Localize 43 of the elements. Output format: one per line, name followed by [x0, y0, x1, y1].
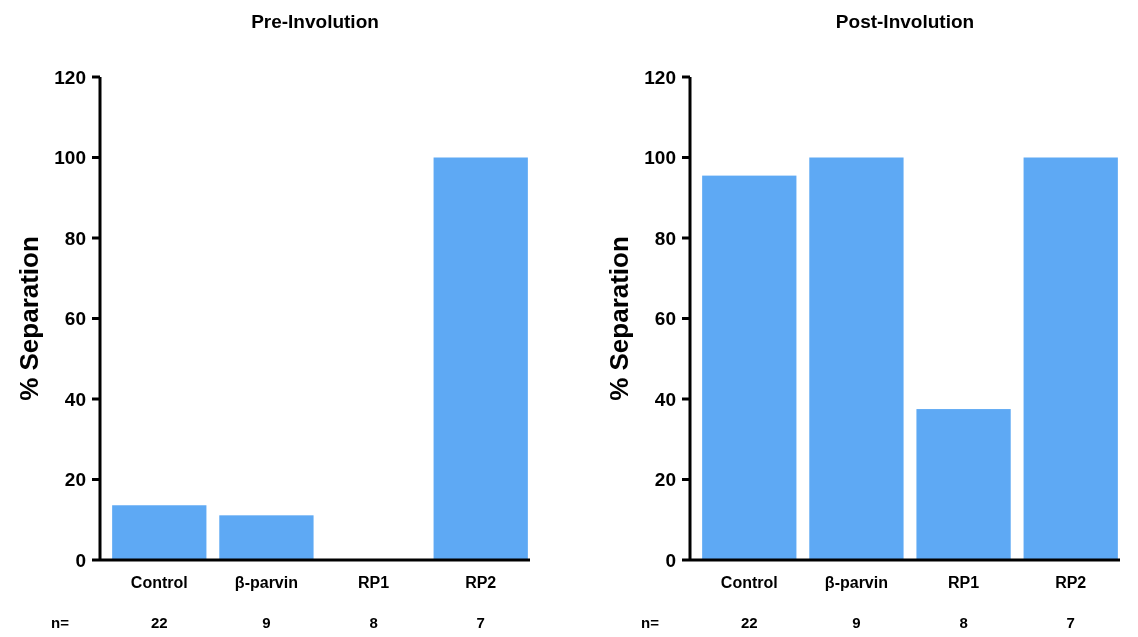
y-tick-label: 0	[75, 549, 86, 571]
y-tick-label: 100	[54, 147, 86, 169]
x-tick-label: RP2	[465, 574, 497, 591]
bar	[433, 157, 528, 560]
bar	[702, 175, 797, 560]
y-tick-label: 40	[64, 388, 86, 410]
x-tick-label: Control	[130, 574, 188, 591]
y-axis-title: % Separation	[14, 236, 44, 401]
y-tick-label: 120	[644, 66, 676, 88]
x-tick-label: RP2	[1055, 574, 1087, 591]
x-tick-label: β-parvin	[824, 574, 888, 591]
text: 7	[1066, 614, 1075, 631]
text: 9	[852, 614, 861, 631]
y-tick-label: 60	[654, 308, 676, 330]
bar	[219, 515, 314, 560]
text: n=	[641, 614, 660, 631]
text: 22	[150, 614, 168, 631]
bar	[809, 157, 904, 560]
chart-title: Post-Involution	[835, 11, 975, 32]
text: 7	[476, 614, 485, 631]
y-tick-label: 100	[644, 147, 676, 169]
y-tick-label: 40	[654, 388, 676, 410]
y-tick-label: 60	[64, 308, 86, 330]
x-tick-label: β-parvin	[234, 574, 298, 591]
y-tick-label: 20	[654, 469, 676, 491]
chart-title: Pre-Involution	[251, 11, 379, 32]
x-tick-label: RP1	[948, 574, 980, 591]
y-tick-label: 0	[665, 549, 676, 571]
x-tick-label: RP1	[358, 574, 390, 591]
bar	[1023, 157, 1118, 560]
bar	[916, 409, 1011, 560]
text: n=	[51, 614, 70, 631]
y-tick-label: 80	[64, 227, 86, 249]
y-tick-label: 80	[654, 227, 676, 249]
y-axis-title: % Separation	[604, 236, 634, 401]
x-tick-label: Control	[720, 574, 778, 591]
y-tick-label: 120	[54, 66, 86, 88]
y-tick-label: 20	[64, 469, 86, 491]
text: 22	[740, 614, 758, 631]
bar	[112, 505, 207, 560]
text: 8	[369, 614, 378, 631]
text: 8	[959, 614, 968, 631]
text: 9	[262, 614, 271, 631]
